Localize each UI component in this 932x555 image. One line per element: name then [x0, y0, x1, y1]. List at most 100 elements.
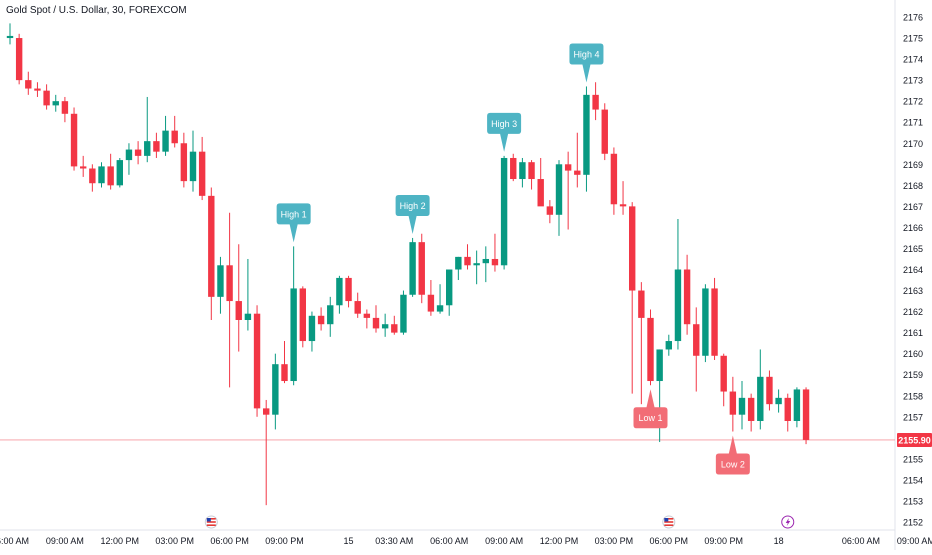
candle-body[interactable] [162, 130, 169, 152]
candle-body[interactable] [757, 376, 764, 421]
candle-body[interactable] [436, 305, 444, 312]
candle-body[interactable] [217, 265, 224, 297]
candle-body[interactable] [629, 206, 636, 291]
candle-body[interactable] [208, 195, 215, 297]
candle-body[interactable] [244, 313, 252, 320]
candle-body[interactable] [491, 258, 499, 266]
candle-body[interactable] [409, 242, 416, 295]
candle-body[interactable] [226, 265, 233, 302]
candle-body[interactable] [189, 151, 197, 182]
candle-body[interactable] [592, 94, 599, 110]
candle-body[interactable] [793, 389, 801, 421]
candle-body[interactable] [15, 38, 23, 81]
candle-body[interactable] [564, 164, 572, 171]
candle-body[interactable] [25, 80, 32, 89]
candle-body[interactable] [738, 397, 746, 415]
candle-body[interactable] [747, 397, 755, 421]
candle-body[interactable] [638, 290, 645, 318]
x-tick-label: 12:00 PM [101, 536, 140, 546]
candle-body[interactable] [647, 317, 654, 382]
candle-body[interactable] [363, 313, 371, 318]
candle-body[interactable] [61, 101, 69, 114]
candle-body[interactable] [784, 397, 791, 421]
candle-body[interactable] [482, 258, 489, 264]
candle-body[interactable] [473, 263, 480, 266]
candle-body[interactable] [619, 204, 627, 207]
candle-body[interactable] [391, 324, 398, 333]
candle-body[interactable] [308, 315, 316, 342]
candle-body[interactable] [144, 141, 151, 156]
candle-body[interactable] [107, 166, 114, 186]
candle-body[interactable] [446, 269, 453, 306]
candle-body[interactable] [418, 242, 425, 295]
candle-body[interactable] [610, 153, 618, 205]
candle-body[interactable] [802, 389, 810, 440]
candle-body[interactable] [253, 313, 261, 409]
candle-body[interactable] [116, 160, 123, 186]
candle-body[interactable] [290, 288, 297, 382]
candle-body[interactable] [601, 109, 608, 154]
candle-body[interactable] [281, 364, 288, 382]
candle-body[interactable] [500, 157, 508, 266]
candle-body[interactable] [702, 288, 709, 356]
candle-body[interactable] [134, 149, 142, 156]
candle-body[interactable] [693, 324, 700, 356]
candle-body[interactable] [171, 130, 178, 144]
candle-body[interactable] [235, 301, 242, 320]
candle-body[interactable] [198, 151, 206, 196]
candle-body[interactable] [464, 256, 471, 266]
candle-body[interactable] [6, 35, 14, 39]
candle-body[interactable] [336, 277, 343, 306]
candle-body[interactable] [299, 288, 306, 342]
low-callout [633, 389, 668, 429]
candle-body[interactable] [372, 317, 380, 329]
candle-body[interactable] [272, 364, 279, 415]
x-tick-label: 09:00 AM [485, 536, 523, 546]
candle-body[interactable] [180, 143, 188, 182]
candle-body[interactable] [354, 301, 361, 314]
y-tick-label: 2153 [903, 496, 923, 506]
candle-body[interactable] [546, 206, 554, 215]
candle-body[interactable] [263, 408, 270, 415]
candle-body[interactable] [711, 288, 718, 356]
candle-body[interactable] [327, 305, 334, 325]
candle-body[interactable] [528, 162, 535, 180]
candle-body[interactable] [574, 170, 581, 175]
candle-body[interactable] [70, 113, 78, 167]
candle-body[interactable] [317, 315, 325, 325]
y-tick-label: 2163 [903, 286, 923, 296]
candle-body[interactable] [729, 391, 737, 415]
candle-body[interactable] [153, 141, 160, 152]
us-flag-canton [206, 518, 211, 522]
candle-body[interactable] [674, 269, 682, 342]
candle-body[interactable] [345, 277, 352, 302]
candle-body[interactable] [555, 164, 563, 215]
candle-body[interactable] [34, 88, 41, 91]
candle-body[interactable] [766, 376, 773, 405]
candle-body[interactable] [381, 324, 389, 329]
candle-body[interactable] [400, 294, 407, 333]
candle-body[interactable] [683, 269, 691, 325]
candle-body[interactable] [455, 256, 462, 270]
candle-body[interactable] [537, 179, 544, 207]
candle-body[interactable] [52, 101, 59, 106]
candle-body[interactable] [510, 157, 517, 180]
candle-body[interactable] [98, 166, 105, 184]
candle-body[interactable] [656, 349, 663, 382]
candle-body[interactable] [519, 162, 526, 180]
candle-body[interactable] [80, 166, 87, 169]
us-flag-stripe [664, 524, 674, 526]
chart-title: Gold Spot / U.S. Dollar, 30, FOREXCOM [6, 5, 187, 16]
candle-body[interactable] [125, 149, 133, 161]
candle-body[interactable] [665, 341, 672, 350]
x-tick-label: 06:00 AM [430, 536, 468, 546]
candle-body[interactable] [720, 355, 727, 392]
candle-body[interactable] [775, 397, 782, 405]
candle-body[interactable] [427, 294, 435, 312]
x-tick-label: 06:00 AM [0, 536, 29, 546]
candle-body[interactable] [43, 90, 50, 106]
candle-body[interactable] [89, 168, 96, 184]
candle-body[interactable] [583, 94, 590, 175]
